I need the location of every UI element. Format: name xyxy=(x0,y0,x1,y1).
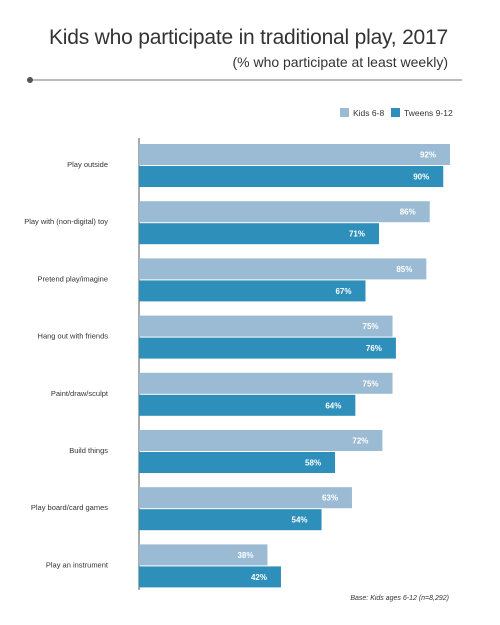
chart-subtitle: (% who participate at least weekly) xyxy=(232,54,448,70)
bar-1 xyxy=(139,223,380,245)
data-label: 38% xyxy=(237,551,253,560)
bar-0 xyxy=(139,201,430,223)
data-label: 76% xyxy=(366,344,382,353)
category-label: Play with (non-digital) toy xyxy=(24,217,108,226)
header-rule-dot xyxy=(27,77,33,83)
bar-0 xyxy=(139,544,268,566)
data-label: 67% xyxy=(335,287,351,296)
bar-0 xyxy=(139,144,450,165)
category-label: Play an instrument xyxy=(46,560,109,569)
data-label: 54% xyxy=(292,516,308,525)
category-label: Pretend play/imagine xyxy=(38,274,108,283)
bar-1 xyxy=(139,166,444,187)
data-label: 58% xyxy=(305,459,321,468)
data-label: 90% xyxy=(413,173,429,182)
data-label: 75% xyxy=(363,322,379,331)
category-label: Paint/draw/sculpt xyxy=(51,389,109,398)
category-label: Build things xyxy=(69,446,108,455)
data-label: 42% xyxy=(251,573,267,582)
bar-1 xyxy=(139,566,281,588)
legend-swatch-0 xyxy=(340,108,349,117)
data-label: 86% xyxy=(400,208,416,217)
bar-0 xyxy=(139,258,427,280)
bar-1 xyxy=(139,280,366,302)
bar-0 xyxy=(139,372,393,394)
chart-title: Kids who participate in traditional play… xyxy=(49,26,448,49)
category-label: Play board/card games xyxy=(31,503,108,512)
data-label: 75% xyxy=(363,379,379,388)
data-label: 63% xyxy=(322,494,338,503)
bar-1 xyxy=(139,394,356,416)
bar-1 xyxy=(139,509,322,531)
data-label: 85% xyxy=(396,265,412,274)
data-label: 72% xyxy=(352,437,368,446)
legend-swatch-1 xyxy=(391,108,400,117)
data-label: 92% xyxy=(420,151,436,160)
bar-1 xyxy=(139,337,396,359)
category-label: Play outside xyxy=(67,160,108,169)
legend-label-0: Kids 6-8 xyxy=(353,108,384,118)
footnote: Base: Kids ages 6-12 (n=8,292) xyxy=(350,595,449,602)
legend-label-1: Tweens 9-12 xyxy=(404,108,453,118)
category-label: Hang out with friends xyxy=(38,332,109,341)
data-label: 71% xyxy=(349,230,365,239)
data-label: 64% xyxy=(325,401,341,410)
bar-0 xyxy=(139,315,393,337)
bar-0 xyxy=(139,430,383,451)
bar-1 xyxy=(139,452,336,473)
bar-0 xyxy=(139,487,352,509)
